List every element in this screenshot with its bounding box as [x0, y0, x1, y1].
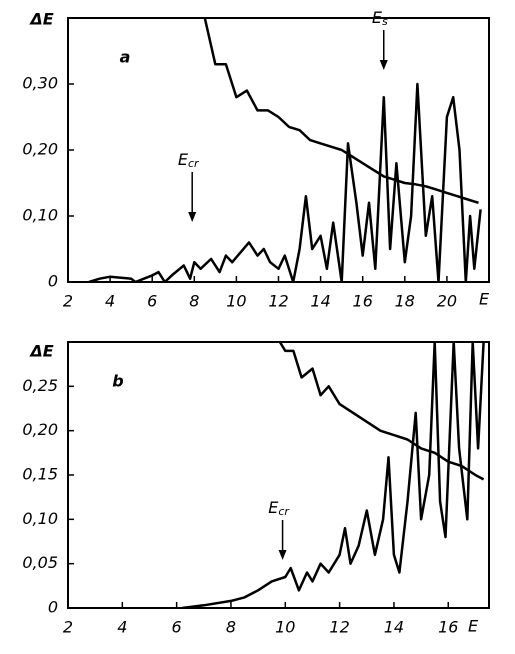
x-tick-label: 16	[438, 618, 458, 637]
annotation-sub: s	[382, 15, 388, 28]
x-tick-label: 14	[310, 292, 330, 311]
y-tick-label: 0,10	[22, 206, 58, 225]
y-tick-label: 0,20	[22, 140, 58, 159]
y-axis-label: ΔE	[28, 342, 53, 361]
y-tick-label: 0	[48, 272, 58, 291]
arrow-head	[278, 550, 287, 560]
y-tick-label: 0,05	[22, 553, 58, 572]
x-tick-label: 8	[189, 292, 199, 311]
annotation-text: E	[372, 8, 383, 27]
data-line	[88, 82, 482, 282]
x-tick-label: 6	[172, 618, 182, 637]
y-tick-label: 0,15	[22, 465, 58, 484]
x-axis-label: E	[479, 290, 490, 309]
x-tick-label: 12	[329, 618, 349, 637]
annotation-text: E	[268, 498, 279, 517]
axes-frame	[67, 17, 490, 283]
y-axis-label: ΔE	[28, 10, 53, 29]
y-tick-label: 0,30	[22, 74, 58, 93]
y-tick-label: 0,10	[22, 509, 58, 528]
x-tick-label: 4	[105, 292, 115, 311]
x-tick-label: 12	[268, 292, 288, 311]
annotation: Ecr	[268, 498, 290, 519]
x-tick-label: 2	[63, 618, 73, 637]
y-tick-label: 0,25	[22, 376, 58, 395]
x-axis-label: E	[468, 617, 479, 636]
annotation-sub: cr	[278, 505, 290, 518]
arrow-head	[379, 60, 388, 70]
y-tick-label: 0,20	[22, 420, 58, 439]
x-tick-label: 20	[437, 292, 457, 311]
annotation: Es	[372, 8, 388, 29]
annotation: Ecr	[178, 150, 200, 171]
y-tick-label: 0	[48, 598, 58, 617]
panel-label: a	[120, 48, 131, 67]
x-tick-label: 2	[63, 292, 73, 311]
x-tick-label: 16	[353, 292, 373, 311]
data-line	[181, 342, 485, 608]
axes-frame	[67, 341, 490, 609]
annotation-text: E	[178, 150, 189, 169]
panel-label: b	[112, 372, 123, 391]
x-tick-label: 8	[226, 618, 236, 637]
x-tick-label: 10	[226, 292, 246, 311]
annotation-sub: cr	[188, 157, 200, 170]
x-tick-label: 10	[275, 618, 295, 637]
arrow-head	[188, 212, 197, 222]
x-tick-label: 6	[147, 292, 157, 311]
data-line	[203, 18, 479, 204]
x-tick-label: 4	[117, 618, 127, 637]
x-tick-label: 14	[384, 618, 404, 637]
x-tick-label: 18	[395, 292, 415, 311]
